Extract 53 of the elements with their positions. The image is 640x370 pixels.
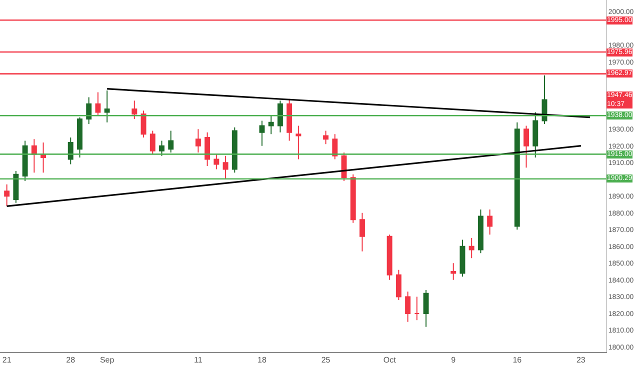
- candlestick: [150, 130, 156, 155]
- candlestick: [332, 134, 338, 160]
- candlestick: [286, 98, 292, 142]
- x-tick-label: 11: [194, 356, 203, 365]
- candlestick: [132, 100, 138, 120]
- candlestick: [31, 138, 37, 174]
- candlestick: [460, 239, 466, 278]
- x-tick-label: 23: [576, 356, 586, 365]
- candlestick: [478, 209, 484, 254]
- candlestick: [104, 90, 110, 123]
- candlestick: [22, 140, 28, 182]
- x-tick-label: 28: [66, 356, 76, 365]
- x-tick-label: 18: [258, 356, 267, 365]
- x-tick-label: 9: [451, 356, 456, 365]
- candlestick: [360, 212, 365, 252]
- candlestick: [323, 130, 329, 145]
- candlestick: [68, 136, 74, 165]
- candlestick: [277, 100, 283, 133]
- x-tick-label: Sep: [100, 356, 115, 365]
- candlestick: [140, 110, 146, 138]
- candlestick: [350, 174, 356, 224]
- candlestick: [95, 92, 101, 116]
- candlestick: [168, 130, 174, 154]
- candlestick: [396, 269, 402, 301]
- candlestick: [386, 234, 392, 280]
- x-tick-label: Oct: [383, 356, 397, 365]
- candlestick: [532, 112, 538, 158]
- x-tick-label: 25: [321, 356, 331, 365]
- candlestick: [77, 116, 82, 158]
- candlestick: [450, 262, 456, 280]
- candlestick: [195, 128, 201, 154]
- candlestick: [222, 155, 228, 180]
- candlestick: [86, 96, 92, 125]
- candlestick: [13, 170, 19, 204]
- candlestick: [423, 289, 429, 328]
- candlestick: [40, 142, 46, 174]
- candlestick: [4, 184, 10, 207]
- candlestick: [214, 154, 220, 170]
- candlestick: [268, 115, 274, 135]
- candlestick: [468, 238, 474, 259]
- x-tick-label: 21: [2, 356, 12, 365]
- candlestick: [159, 140, 164, 156]
- candlestick: [204, 132, 210, 166]
- candlestick: [514, 122, 520, 230]
- candlestick: [542, 74, 548, 125]
- x-tick-label: 16: [512, 356, 522, 365]
- candlestick: [259, 120, 265, 146]
- candlestick: [405, 291, 411, 322]
- candlestick: [487, 209, 493, 236]
- candlestick: [296, 125, 302, 160]
- candlestick: [524, 125, 529, 168]
- candlestick: [414, 296, 420, 321]
- candlestick: [232, 126, 238, 174]
